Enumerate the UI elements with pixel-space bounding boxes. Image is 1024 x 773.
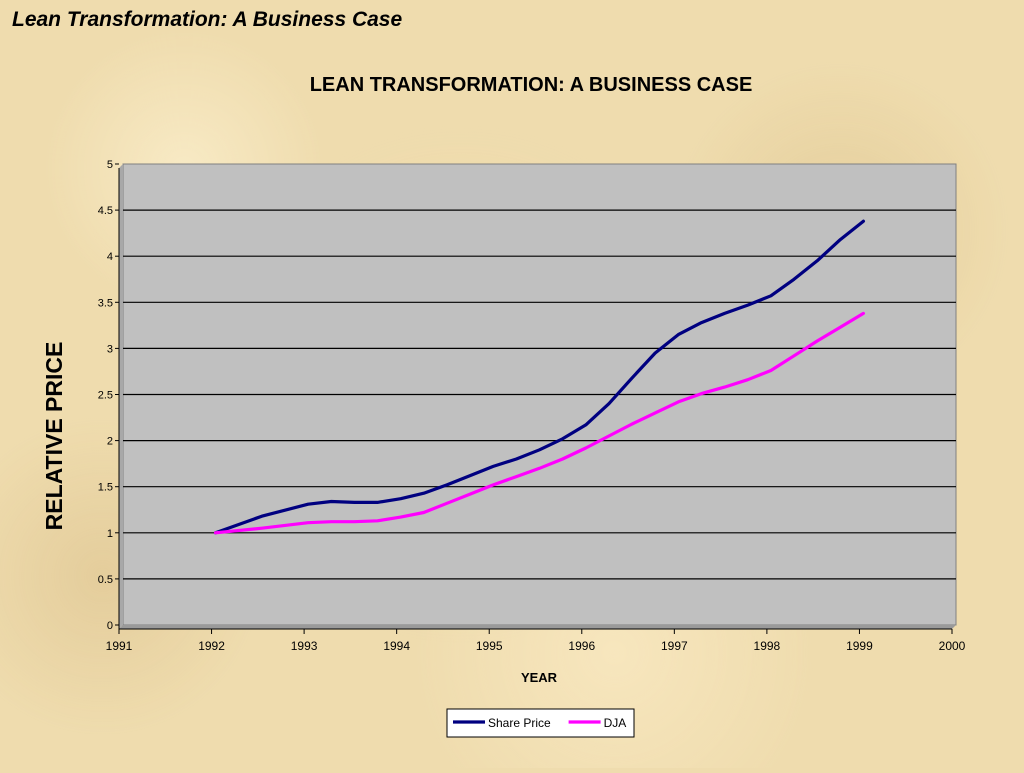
y-tick-label: 0.5 [98, 574, 113, 586]
y-tick-label: 5 [107, 159, 113, 171]
y-axis-label: RELATIVE PRICE [41, 342, 67, 531]
x-tick-label: 1994 [383, 639, 410, 653]
y-tick-label: 4.5 [98, 205, 113, 217]
plot-side-wall [119, 164, 123, 629]
chart-title: LEAN TRANSFORMATION: A BUSINESS CASE [310, 74, 753, 96]
series-line-dja [214, 311, 865, 535]
x-tick-label: 1991 [106, 639, 133, 653]
legend-label-share-price: Share Price [488, 716, 551, 730]
slide-title: Lean Transformation: A Business Case [12, 8, 403, 31]
y-tick-label: 3 [107, 343, 113, 355]
x-tick-label: 1997 [661, 639, 688, 653]
x-tick-label: 2000 [939, 639, 966, 653]
y-tick-label: 2 [107, 436, 113, 448]
x-tick-label: 1993 [291, 639, 318, 653]
x-tick-label: 1998 [754, 639, 781, 653]
y-tick-label: 1 [107, 528, 113, 540]
x-tick-label: 1995 [476, 639, 503, 653]
legend: Share Price DJA [446, 708, 635, 738]
y-tick-label: 4 [107, 251, 113, 263]
x-tick-label: 1992 [198, 639, 225, 653]
y-tick-label: 1.5 [98, 482, 113, 494]
x-tick-label: 1999 [846, 639, 873, 653]
x-axis-label: YEAR [521, 670, 558, 685]
x-tick-label: 1996 [568, 639, 595, 653]
legend-label-dja: DJA [604, 716, 627, 730]
plot-floor [119, 625, 956, 629]
y-tick-label: 0 [107, 620, 113, 632]
y-tick-label: 2.5 [98, 390, 113, 402]
plot-area: 0 0.5 1 1.5 2 2.5 3 3.5 4 4.5 5 1991 1992 1993 1994 199… [98, 159, 966, 653]
series-line-share-price [214, 219, 865, 535]
y-tick-label: 3.5 [98, 297, 113, 309]
